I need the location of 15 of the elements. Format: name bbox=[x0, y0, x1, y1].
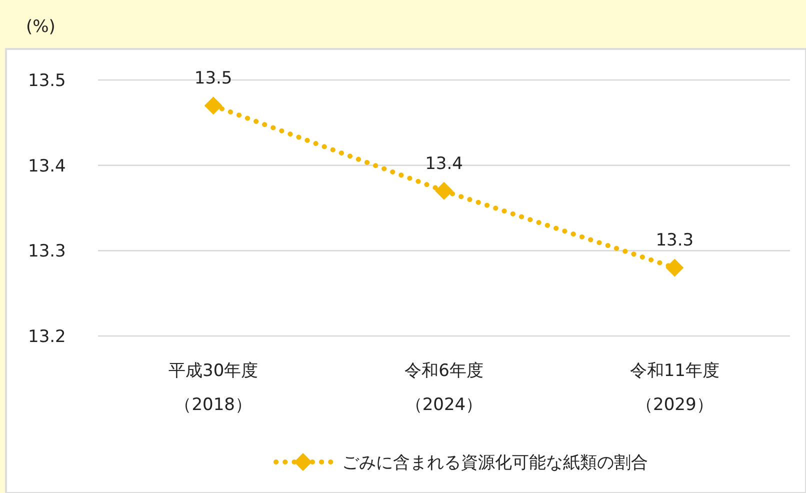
point bbox=[666, 258, 684, 277]
legend-label: ごみに含まれる資源化可能な紙類の割合 bbox=[342, 453, 648, 473]
x-tick-label: 令和11年度（2029） bbox=[630, 361, 720, 415]
data-label: 13.5 bbox=[194, 68, 232, 89]
x-tick-label: 平成30年度（2018） bbox=[168, 361, 258, 415]
point bbox=[204, 96, 222, 115]
data-label: 13.4 bbox=[425, 154, 463, 174]
y-tick-label: 13.4 bbox=[28, 156, 66, 176]
y-tick-label: 13.5 bbox=[28, 71, 66, 91]
point bbox=[435, 182, 453, 200]
y-tick-label: 13.2 bbox=[28, 327, 66, 347]
y-axis-title: (%) bbox=[26, 17, 56, 37]
x-tick-label: 令和6年度（2024） bbox=[404, 361, 484, 415]
y-tick-label: 13.3 bbox=[28, 242, 66, 262]
data-label: 13.3 bbox=[656, 230, 694, 251]
